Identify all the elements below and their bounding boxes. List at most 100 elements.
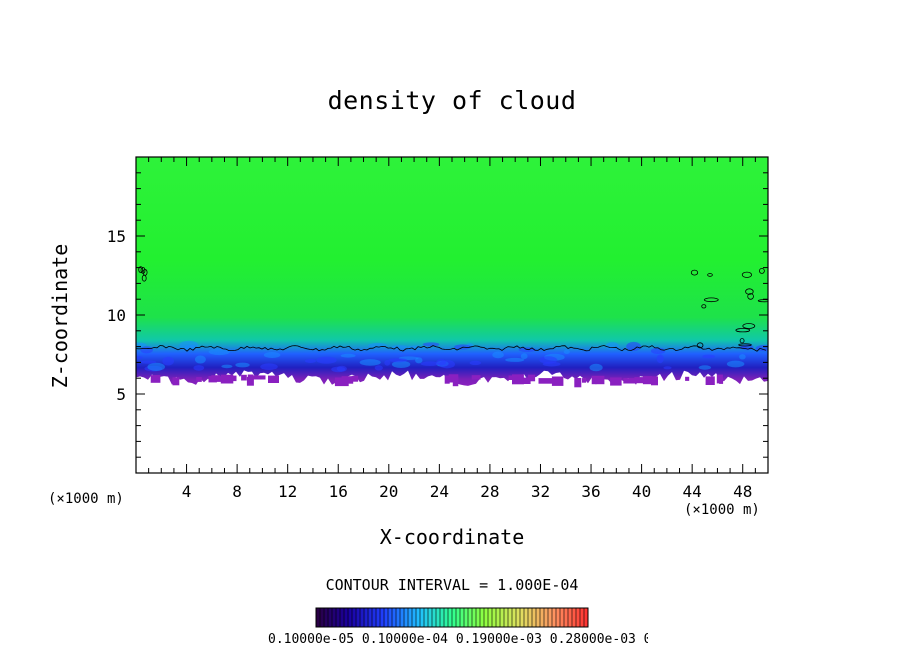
base-patch [196, 377, 202, 382]
y-tick-label: 15 [107, 227, 126, 246]
blue-patch [392, 345, 408, 349]
base-patch [716, 374, 723, 384]
blue-patch [726, 360, 745, 368]
blue-patch [388, 358, 408, 363]
blue-patch [340, 353, 356, 358]
x-tick-label: 40 [632, 482, 651, 501]
base-patch [150, 375, 161, 383]
blue-patch [316, 356, 337, 364]
blue-patch [263, 352, 281, 358]
x-axis-unit-label-right: (×1000 m) [684, 502, 760, 518]
base-patch [444, 375, 450, 384]
blue-patch [605, 342, 620, 351]
blue-patch [391, 360, 411, 368]
base-patch [685, 376, 690, 381]
x-tick-label: 44 [683, 482, 702, 501]
x-tick-label: 12 [278, 482, 297, 501]
base-patch [215, 376, 226, 382]
x-tick-label: 4 [182, 482, 192, 501]
blue-patch [304, 359, 317, 363]
blue-patch [368, 342, 387, 349]
x-tick-label: 36 [581, 482, 600, 501]
blue-patch [194, 355, 206, 364]
contour-ring [747, 293, 754, 300]
colorbar-frame [315, 607, 589, 628]
base-patch [582, 378, 587, 383]
base-patch [705, 376, 715, 385]
blue-patch [663, 366, 672, 370]
blue-patch [384, 359, 391, 366]
blue-patch [193, 365, 205, 371]
contour-ring [138, 266, 144, 274]
contour-ring [701, 304, 707, 309]
colorbar-tick-labels: 0.10000e-05 0.10000e-04 0.19000e-03 0.28… [268, 632, 648, 647]
blue-patch [136, 356, 143, 359]
x-tick-label: 32 [531, 482, 550, 501]
blue-patch [420, 361, 440, 367]
blue-patch [422, 342, 440, 347]
contour-ring [759, 267, 765, 274]
x-tick-label: 24 [430, 482, 449, 501]
x-axis-unit-label: (×1000 m) [48, 491, 124, 507]
blue-patch [235, 362, 250, 368]
x-tick-label: 20 [379, 482, 398, 501]
x-tick-label: 48 [733, 482, 752, 501]
x-tick-label: 8 [232, 482, 242, 501]
contour-interval-text: CONTOUR INTERVAL = 1.000E-04 [325, 576, 579, 594]
blue-patch [702, 354, 715, 359]
x-tick-label: 28 [480, 482, 499, 501]
base-patch [642, 376, 653, 385]
blue-patch [563, 349, 570, 354]
base-patch [574, 378, 582, 388]
colorbar [315, 607, 589, 628]
blue-patch [260, 363, 278, 371]
blue-patch [331, 366, 346, 373]
blue-patch [650, 347, 666, 354]
blue-patch [656, 354, 664, 364]
contour-lines [136, 266, 768, 352]
y-tick-label: 5 [116, 385, 126, 404]
base-patch [251, 375, 266, 380]
blue-patch [469, 360, 482, 366]
contour-ring [741, 271, 753, 278]
blue-patch [589, 363, 603, 372]
base-patch [610, 377, 622, 386]
blue-patch [739, 354, 746, 360]
contour-ring [739, 338, 745, 344]
blue-patch [147, 362, 165, 371]
contour-ring [735, 328, 751, 333]
contour-ring [703, 297, 719, 303]
blue-patch [374, 365, 383, 371]
contour-ring [690, 269, 699, 276]
base-patch [247, 374, 254, 380]
y-axis-label: Z-coordinate [48, 243, 72, 389]
blue-patch [698, 365, 712, 370]
chart-title: density of cloud [327, 86, 577, 115]
y-tick-label: 10 [107, 306, 126, 325]
base-patch [591, 375, 605, 385]
base-patch [508, 375, 518, 380]
axis-ticks [136, 157, 768, 473]
base-patch [452, 376, 459, 387]
x-axis-label: X-coordinate [379, 525, 525, 549]
x-tick-label: 16 [329, 482, 348, 501]
base-patch [208, 376, 217, 383]
base-patch [517, 377, 531, 384]
blue-patch [140, 360, 157, 364]
blue-patch [162, 356, 174, 366]
blue-patch [179, 340, 199, 350]
base-patch [551, 376, 564, 386]
blue-patch [505, 357, 525, 362]
cloud-field-body [136, 157, 768, 386]
base-patch [351, 375, 359, 382]
base-patch [241, 374, 247, 381]
base-patch [471, 375, 481, 380]
base-patch [538, 378, 553, 384]
base-patch [246, 376, 254, 386]
contour-ring [142, 268, 148, 276]
blue-patch [542, 361, 561, 367]
blue-patch [626, 341, 641, 351]
blue-patch [221, 364, 233, 369]
